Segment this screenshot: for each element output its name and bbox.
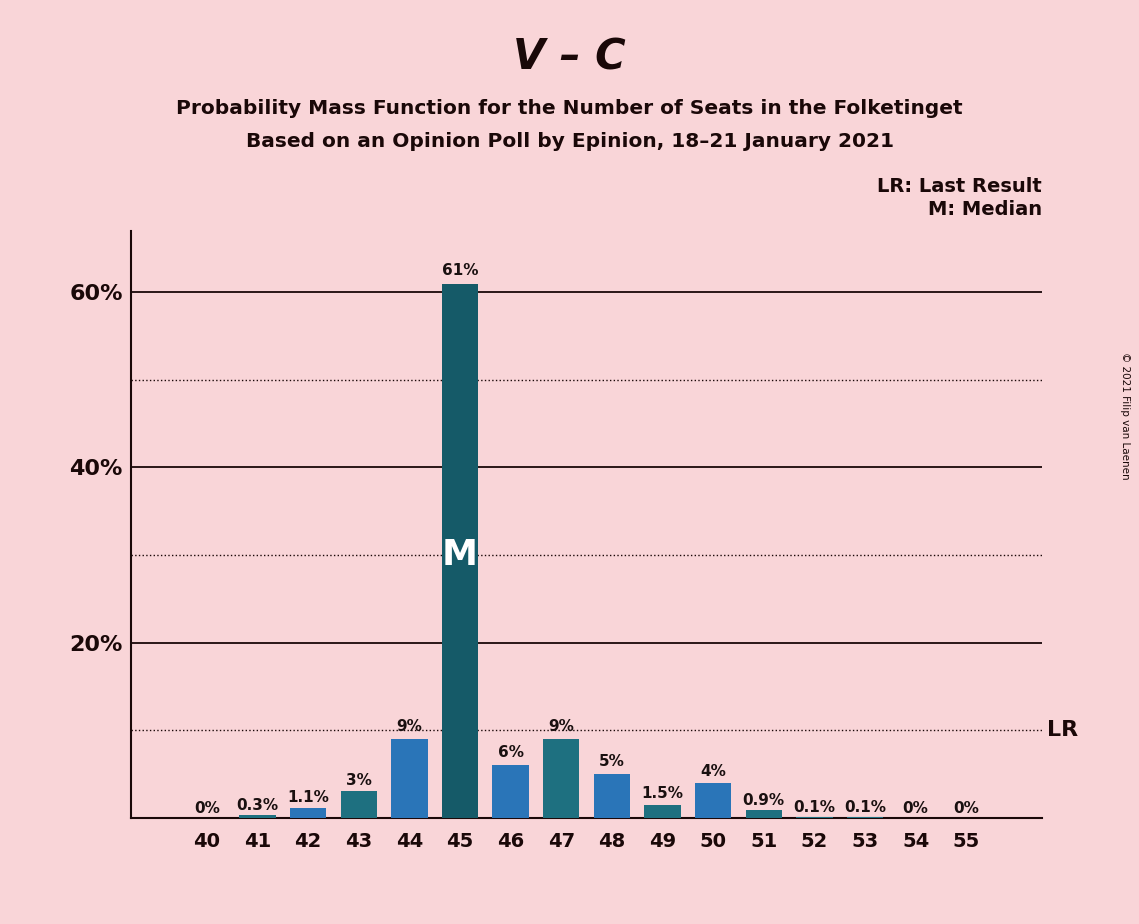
Text: Probability Mass Function for the Number of Seats in the Folketinget: Probability Mass Function for the Number… — [177, 99, 962, 118]
Text: Based on an Opinion Poll by Epinion, 18–21 January 2021: Based on an Opinion Poll by Epinion, 18–… — [246, 132, 893, 152]
Text: 6%: 6% — [498, 745, 524, 760]
Text: 0.3%: 0.3% — [237, 798, 279, 813]
Text: 0.1%: 0.1% — [794, 799, 835, 815]
Text: 5%: 5% — [599, 754, 625, 769]
Text: 0%: 0% — [903, 800, 928, 816]
Bar — [239, 815, 276, 818]
Text: V – C: V – C — [514, 37, 625, 79]
Text: 61%: 61% — [442, 263, 478, 278]
Text: 4%: 4% — [700, 764, 726, 779]
Text: 1.5%: 1.5% — [641, 786, 683, 801]
Text: M: Median: M: Median — [928, 201, 1042, 219]
Bar — [695, 783, 731, 818]
Text: LR: LR — [1047, 720, 1079, 740]
Text: M: M — [442, 538, 478, 572]
Bar — [645, 805, 681, 818]
Text: 1.1%: 1.1% — [287, 790, 329, 805]
Text: © 2021 Filip van Laenen: © 2021 Filip van Laenen — [1120, 352, 1130, 480]
Text: 0%: 0% — [953, 800, 980, 816]
Text: 0.1%: 0.1% — [844, 799, 886, 815]
Bar — [593, 774, 630, 818]
Bar — [290, 808, 327, 818]
Bar — [543, 739, 580, 818]
Bar — [391, 739, 427, 818]
Bar — [341, 792, 377, 818]
Text: 0%: 0% — [194, 800, 220, 816]
Bar — [746, 809, 782, 818]
Text: 0.9%: 0.9% — [743, 793, 785, 808]
Text: 9%: 9% — [548, 719, 574, 734]
Bar — [442, 284, 478, 818]
Bar — [492, 765, 528, 818]
Text: LR: Last Result: LR: Last Result — [877, 177, 1042, 196]
Text: 9%: 9% — [396, 719, 423, 734]
Text: 3%: 3% — [346, 773, 371, 788]
